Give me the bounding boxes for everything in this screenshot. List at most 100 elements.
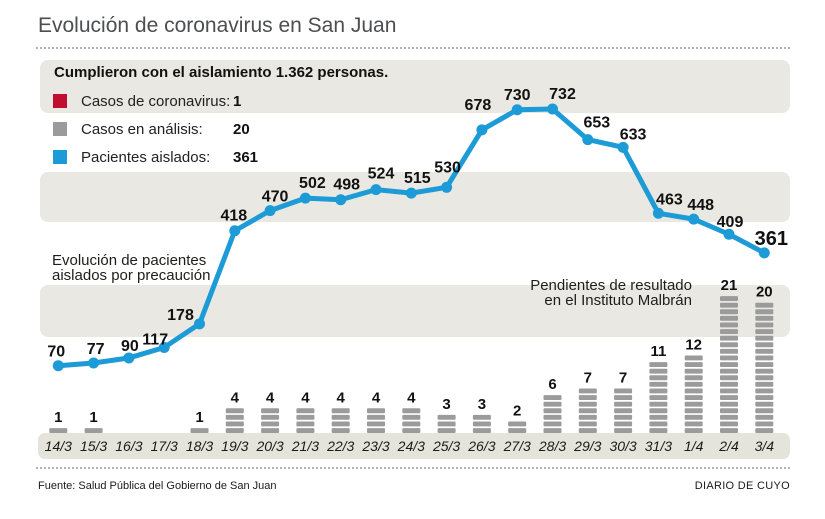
data-point [158, 341, 170, 353]
legend-label: Casos en análisis: [81, 120, 203, 138]
bar-value-label: 3 [478, 396, 486, 413]
point-value-label: 732 [549, 86, 576, 103]
bar-segment [261, 408, 280, 414]
bar-value-label: 4 [337, 389, 346, 406]
x-axis-tick-label: 20/3 [255, 438, 283, 454]
data-point [617, 141, 629, 153]
bar-segment [578, 414, 597, 420]
bar-segment [296, 421, 315, 427]
bar-segment [684, 388, 703, 394]
point-value-label: 633 [620, 126, 647, 143]
legend-value: 361 [233, 148, 259, 166]
data-point [194, 318, 205, 330]
point-value-label: 470 [262, 189, 289, 206]
line-pacientes-aislados [55, 106, 767, 369]
bar-segment [367, 421, 385, 427]
bar-segment [684, 381, 703, 387]
point-value-label: 90 [121, 338, 139, 355]
point-value-label: 515 [404, 170, 431, 187]
bar-value-label: 20 [756, 284, 773, 301]
data-point [299, 192, 311, 204]
bar-segment [402, 428, 421, 433]
point-value-label: 463 [656, 191, 683, 208]
legend-value: 1 [233, 92, 242, 110]
bar-segment [684, 375, 703, 381]
bar-segment [578, 401, 597, 407]
point-value-label: 77 [87, 341, 105, 358]
bar-segment [720, 362, 738, 367]
bar-segment [755, 401, 774, 407]
bar-segment [755, 421, 774, 427]
bar-segment [543, 401, 562, 407]
x-axis-tick-label: 23/3 [361, 438, 389, 454]
bar-segment [331, 408, 350, 414]
background-stripe-3 [40, 285, 790, 337]
bar-segment [684, 408, 703, 414]
x-axis-tick-label: 26/3 [467, 438, 495, 454]
bar-segment [190, 428, 209, 433]
bar-segment [684, 362, 703, 367]
x-axis-tick-label: 3/4 [755, 438, 775, 454]
bar-segment [543, 414, 562, 420]
bar-segment [684, 414, 703, 420]
data-point [723, 228, 735, 240]
data-point [52, 360, 64, 372]
data-point [652, 207, 664, 219]
bar-segment [614, 421, 633, 427]
bar-segment [684, 428, 703, 433]
annotation-line-2: en el Instituto Malbrán [544, 292, 692, 309]
final-value-label: 361 [755, 228, 788, 250]
bar-segment [225, 414, 244, 420]
bar-segment [437, 428, 456, 433]
annotation-line-2: aislados por precaución [52, 267, 211, 284]
x-axis-labels: 14/3 15/3 16/3 17/3 18/3 19/3 20/3 21/3 22/3 23/3… [45, 438, 775, 454]
footer-separator [36, 467, 790, 469]
bar-value-label: 4 [231, 389, 240, 406]
bar-segment [614, 401, 633, 407]
annotation-line-1: Pendientes de resultado [530, 277, 692, 294]
source-credit: Fuente: Salud Pública del Gobierno de Sa… [38, 480, 277, 492]
x-axis-tick-label: 21/3 [291, 438, 319, 454]
bar-segment [720, 309, 738, 315]
bar-segment [755, 355, 774, 361]
point-value-label: 678 [465, 97, 492, 114]
bar-value-label: 11 [650, 343, 666, 360]
bar-segment [225, 428, 244, 433]
bar-segment [367, 428, 385, 433]
bar-segment [720, 302, 738, 308]
bar-segment [261, 428, 280, 433]
point-value-label: 178 [167, 307, 194, 324]
bar-segment [649, 428, 668, 433]
bar-segment [649, 421, 668, 427]
bar-value-label: 7 [619, 370, 627, 387]
bar-segment [720, 342, 738, 348]
bar-segment [720, 335, 738, 341]
bar-segment [684, 421, 703, 427]
x-axis-tick-label: 1/4 [684, 438, 704, 454]
x-axis-tick-label: 28/3 [538, 438, 566, 454]
bar-segment [543, 428, 562, 433]
bar-segment [720, 428, 738, 433]
annotation-line-1: Evolución de pacientes [52, 252, 207, 269]
bar-segment [367, 408, 385, 414]
bar-value-label: 1 [195, 409, 203, 426]
legend-swatch-aislados [53, 150, 67, 164]
bar-segment [614, 395, 633, 400]
title-separator [36, 47, 790, 49]
bar-segment [49, 428, 68, 433]
bar-segment [684, 401, 703, 407]
bar-segment [331, 414, 350, 420]
x-axis-tick-label: 15/3 [80, 438, 107, 454]
page-title: Evolución de coronavirus en San Juan [38, 14, 397, 37]
x-axis-tick-label: 27/3 [503, 438, 531, 454]
bar-segment [720, 322, 738, 328]
bar-segment [649, 368, 668, 374]
point-value-label: 653 [583, 115, 610, 132]
bar-segment [261, 414, 280, 420]
x-axis-tick-label: 29/3 [573, 438, 601, 454]
bar-segment [614, 388, 633, 394]
data-point [511, 104, 523, 116]
